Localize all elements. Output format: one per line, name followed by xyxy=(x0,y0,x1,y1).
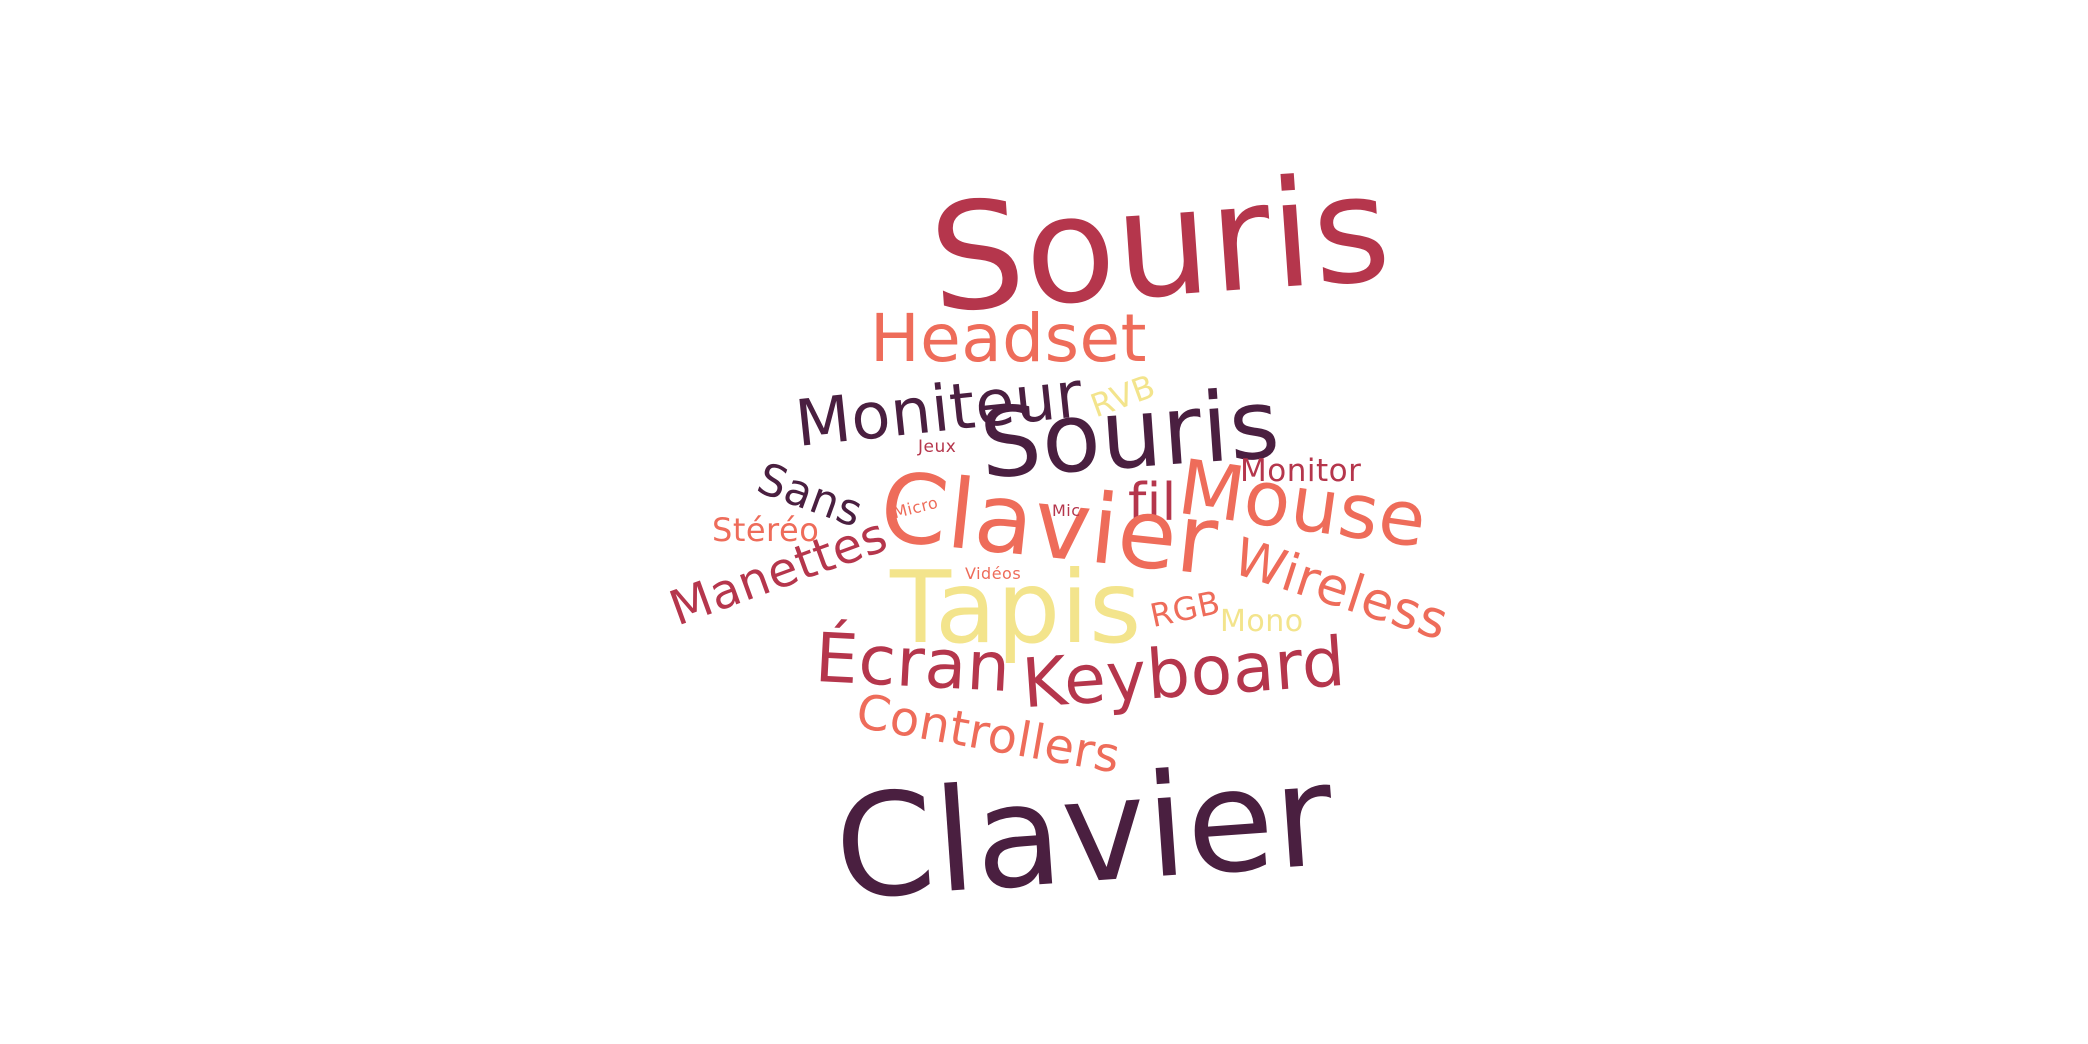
word-headset: Headset xyxy=(870,300,1147,377)
word-fil: fil xyxy=(1128,473,1177,533)
word-rgb: RGB xyxy=(1146,583,1224,635)
word-mic: Mic xyxy=(1052,501,1081,520)
word-monitor: Monitor xyxy=(1240,453,1362,489)
word-keyboard: Keyboard xyxy=(1019,622,1348,725)
word-mono: Mono xyxy=(1220,604,1304,639)
word-tapis: Tapis xyxy=(890,549,1142,666)
word-clavier-big: Clavier xyxy=(829,732,1339,933)
word-videos: Vidéos xyxy=(965,564,1022,583)
word-stereo: Stéréo xyxy=(712,511,820,549)
word-jeux: Jeux xyxy=(918,437,957,457)
